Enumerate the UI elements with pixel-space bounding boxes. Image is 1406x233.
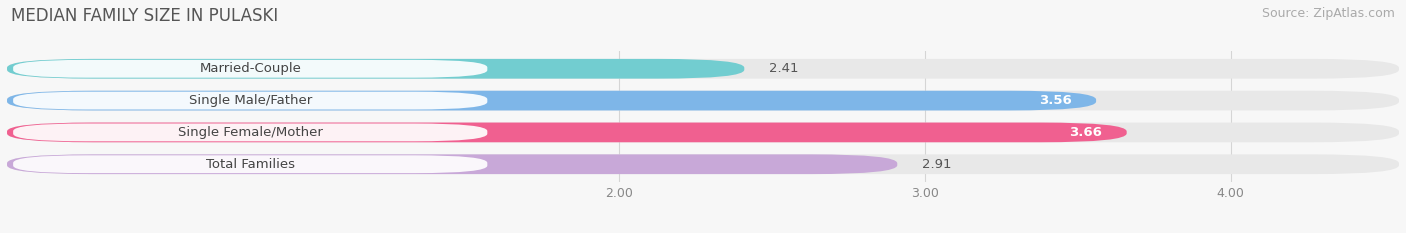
FancyBboxPatch shape bbox=[13, 123, 488, 141]
FancyBboxPatch shape bbox=[13, 60, 488, 78]
FancyBboxPatch shape bbox=[7, 59, 744, 79]
Text: Married-Couple: Married-Couple bbox=[200, 62, 301, 75]
FancyBboxPatch shape bbox=[7, 154, 1399, 174]
FancyBboxPatch shape bbox=[13, 92, 488, 110]
FancyBboxPatch shape bbox=[7, 154, 897, 174]
Text: 3.56: 3.56 bbox=[1039, 94, 1071, 107]
Text: Source: ZipAtlas.com: Source: ZipAtlas.com bbox=[1261, 7, 1395, 20]
Text: Total Families: Total Families bbox=[205, 158, 295, 171]
Text: MEDIAN FAMILY SIZE IN PULASKI: MEDIAN FAMILY SIZE IN PULASKI bbox=[11, 7, 278, 25]
FancyBboxPatch shape bbox=[13, 155, 488, 173]
FancyBboxPatch shape bbox=[7, 123, 1126, 142]
FancyBboxPatch shape bbox=[7, 91, 1399, 110]
FancyBboxPatch shape bbox=[7, 59, 1399, 79]
FancyBboxPatch shape bbox=[7, 123, 1399, 142]
FancyBboxPatch shape bbox=[7, 91, 1097, 110]
Text: 2.41: 2.41 bbox=[769, 62, 799, 75]
Text: 2.91: 2.91 bbox=[922, 158, 952, 171]
Text: Single Female/Mother: Single Female/Mother bbox=[177, 126, 322, 139]
Text: Single Male/Father: Single Male/Father bbox=[188, 94, 312, 107]
Text: 3.66: 3.66 bbox=[1070, 126, 1102, 139]
